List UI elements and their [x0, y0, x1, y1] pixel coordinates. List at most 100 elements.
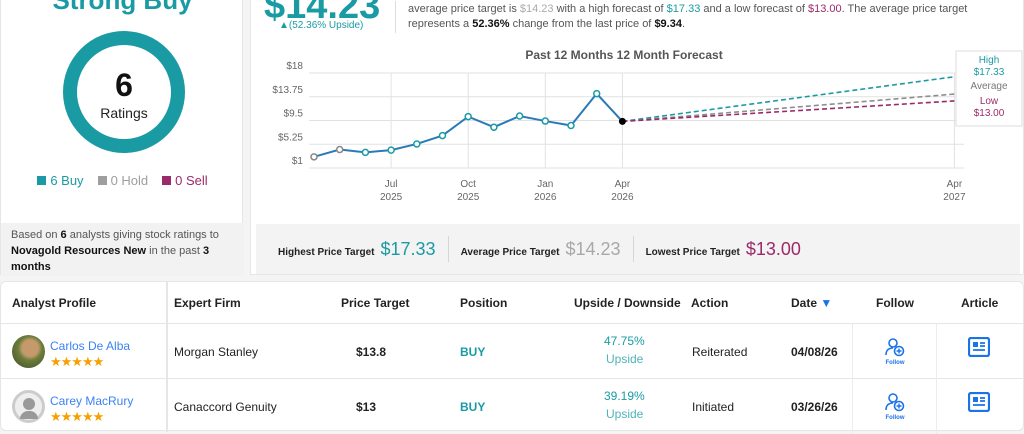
price-point	[361, 148, 370, 157]
header-analyst[interactable]: Analyst Profile	[12, 296, 97, 310]
table-row: Carey MacRury ★★★★★ Canaccord Genuity $1…	[1, 379, 1024, 434]
upside-percent: 47.75%	[604, 334, 645, 348]
ratings-label: Ratings	[100, 105, 148, 121]
divider	[632, 236, 634, 262]
analyst-avatar-placeholder[interactable]	[12, 390, 45, 423]
note-text: analysts giving stock ratings to	[66, 229, 219, 241]
header-position[interactable]: Position	[460, 296, 508, 310]
price-point	[515, 112, 524, 120]
desc-text: and a low forecast of	[700, 3, 808, 15]
price-point	[438, 131, 447, 140]
average-target-label: Average Price Target	[460, 246, 560, 258]
legend-label: 6 Buy	[50, 173, 84, 188]
price-point	[464, 112, 472, 121]
analyst-name-link[interactable]: Carey MacRury	[50, 394, 134, 408]
desc-average: $14.23	[519, 3, 554, 15]
y-tick-label: $18	[286, 61, 303, 72]
desc-text: . The average price target	[841, 3, 968, 15]
legend-label: 0 Sell	[175, 173, 208, 188]
article-button[interactable]	[967, 391, 991, 417]
desc-last-price: $9.34	[654, 18, 682, 30]
ratings-donut-chart: 6 Ratings	[63, 31, 185, 153]
column-divider	[166, 282, 168, 432]
header-price-target[interactable]: Price Target	[341, 296, 410, 310]
article-button[interactable]	[967, 336, 991, 362]
header-action[interactable]: Action	[691, 296, 729, 310]
forecast-line-high	[622, 75, 955, 123]
average-target-value: $14.23	[565, 238, 621, 259]
follow-label: Follow	[885, 415, 905, 421]
x-tick-label: 2025	[457, 192, 480, 203]
price-target-description: average price target is $14.23 with a hi…	[408, 2, 1018, 32]
desc-text: represents a	[408, 18, 473, 30]
follow-button[interactable]: Follow	[881, 337, 909, 366]
period-unit: months	[11, 261, 51, 273]
highest-target-label: Highest Price Target	[278, 246, 375, 258]
article-newspaper-icon	[967, 336, 991, 358]
header-date-label: Date	[791, 296, 818, 310]
legend-buy: 6 Buy	[37, 173, 84, 188]
x-tick-label: 2026	[534, 192, 557, 203]
x-tick-label: 2025	[380, 192, 403, 203]
forecast-low-value: $13.00	[974, 108, 1005, 119]
y-tick-label: $9.5	[284, 109, 304, 120]
price-target-summary-bar: Highest Price Target $17.33 Average Price…	[256, 224, 1020, 274]
price-point	[335, 145, 344, 154]
ratings-legend: 6 Buy 0 Hold 0 Sell	[1, 173, 244, 188]
column-divider	[852, 324, 853, 379]
average-price-target: $14.23	[264, 0, 381, 27]
hold-swatch-icon	[97, 176, 107, 185]
price-forecast-chart: Past 12 Months 12 Month Forecast $18 $13.7…	[272, 48, 1023, 203]
analyst-avatar[interactable]	[12, 335, 45, 368]
sell-swatch-icon	[162, 176, 172, 185]
header-date[interactable]: Date ▼	[791, 296, 832, 310]
article-newspaper-icon	[967, 391, 991, 413]
price-point	[490, 123, 498, 131]
price-target-card: $14.23 ▲(52.36% Upside) average price ta…	[250, 0, 1024, 275]
follow-user-plus-icon	[885, 338, 905, 357]
price-point	[310, 153, 318, 161]
consensus-rating: Strong Buy	[52, 0, 193, 15]
lowest-target: Lowest Price Target $13.00	[634, 239, 813, 260]
upside-label: Upside	[606, 407, 644, 421]
upside-percent: 39.19%	[604, 389, 645, 403]
rating-date: 04/08/26	[791, 345, 838, 359]
rating-summary-card: Strong Buy 6 Ratings 6 Buy 0 Hold 0 Sell…	[0, 0, 244, 276]
forecast-label-box	[955, 50, 1023, 127]
rating-date: 03/26/26	[791, 400, 838, 414]
follow-button[interactable]: Follow	[881, 392, 909, 421]
x-tick-label: 2026	[611, 192, 634, 203]
divider	[447, 236, 449, 262]
chart-title: Past 12 Months 12 Month Forecast	[525, 48, 722, 62]
column-divider	[936, 324, 937, 379]
analyst-name-link[interactable]: Carlos De Alba	[50, 339, 131, 353]
x-tick-label: Oct	[460, 179, 476, 190]
table-header: Analyst Profile Expert Firm Price Target…	[1, 282, 1024, 324]
y-tick-label: $1	[292, 156, 304, 167]
ratings-basis-note: Based on 6 analysts giving stock ratings…	[1, 223, 244, 276]
average-target: Average Price Target $14.23	[449, 239, 633, 260]
x-tick-label: Jan	[537, 179, 553, 190]
price-point	[567, 121, 575, 130]
desc-text: .	[681, 18, 686, 30]
desc-high: $17.33	[666, 3, 701, 15]
header-firm[interactable]: Expert Firm	[174, 296, 241, 310]
position: BUY	[460, 400, 486, 414]
legend-hold: 0 Hold	[97, 173, 148, 188]
forecast-low-label: Low	[980, 96, 999, 107]
desc-text: with a high forecast of	[553, 3, 667, 15]
buy-swatch-icon	[37, 176, 47, 185]
period-count: 3	[202, 245, 210, 257]
desc-low: $13.00	[807, 3, 842, 15]
forecast-high-value: $17.33	[974, 67, 1005, 78]
expert-firm: Morgan Stanley	[174, 345, 259, 359]
forecast-average-label: Average	[970, 81, 1008, 92]
desc-text: change from the last price of	[509, 18, 655, 30]
table-row: Carlos De Alba ★★★★★ Morgan Stanley $13.…	[1, 324, 1024, 379]
x-tick-label: Jul	[385, 179, 398, 190]
header-article: Article	[961, 296, 999, 310]
highest-target-value: $17.33	[380, 238, 436, 259]
header-upside[interactable]: Upside / Downside	[574, 296, 681, 310]
forecast-line-average	[622, 93, 955, 123]
x-tick-label: 2027	[943, 192, 966, 203]
